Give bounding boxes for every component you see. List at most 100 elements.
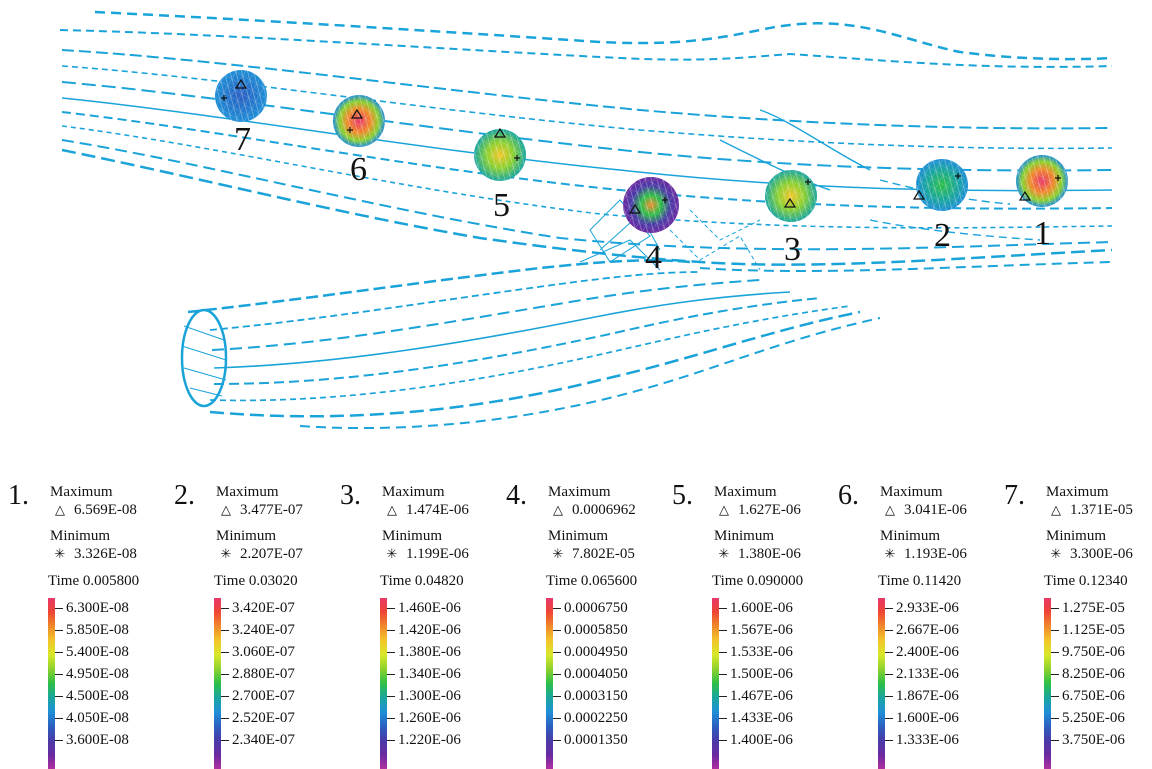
color-bar-tick bbox=[55, 674, 63, 675]
color-bar-tick-label: 4.500E-08 bbox=[66, 688, 129, 704]
legend-panel-2: 2. Maximum △ 3.477E-07 Minimum ✳ 2.207E-07 Time… bbox=[174, 470, 338, 769]
maximum-value: 0.0006962 bbox=[572, 502, 636, 518]
color-bar bbox=[1044, 598, 1051, 769]
color-bar-tick-label: 1.500E-06 bbox=[730, 666, 793, 682]
legend-panel-5: 5. Maximum △ 1.627E-06 Minimum ✳ 1.380E-06 Time… bbox=[672, 470, 836, 769]
triangle-icon: △ bbox=[221, 503, 231, 518]
triangle-icon: △ bbox=[719, 503, 729, 518]
time-label: Time 0.03020 bbox=[214, 573, 298, 589]
color-bar-tick-label: 1.467E-06 bbox=[730, 688, 793, 704]
color-bar-tick bbox=[55, 718, 63, 719]
color-bar-tick-label: 5.850E-08 bbox=[66, 622, 129, 638]
color-bar-tick-label: 2.340E-07 bbox=[232, 732, 295, 748]
color-bar-tick-label: 1.333E-06 bbox=[896, 732, 959, 748]
cell-2: 2 bbox=[916, 159, 968, 254]
color-bar-tick bbox=[885, 608, 893, 609]
color-bar-tick-label: 1.533E-06 bbox=[730, 644, 793, 660]
color-bar-tick-label: 2.133E-06 bbox=[896, 666, 959, 682]
color-bar-tick bbox=[221, 674, 229, 675]
color-bar-tick-label: 3.750E-06 bbox=[1062, 732, 1125, 748]
color-bar-tick bbox=[553, 696, 561, 697]
color-bar-tick bbox=[719, 630, 727, 631]
color-bar-tick-label: 1.867E-06 bbox=[896, 688, 959, 704]
panel-number: 4. bbox=[506, 480, 527, 511]
asterisk-icon: ✳ bbox=[54, 547, 66, 562]
color-bar-tick bbox=[221, 740, 229, 741]
color-bar-tick-label: 5.400E-08 bbox=[66, 644, 129, 660]
color-bar bbox=[546, 598, 553, 769]
color-bar-tick-label: 1.433E-06 bbox=[730, 710, 793, 726]
color-bar-tick-label: 1.420E-06 bbox=[398, 622, 461, 638]
minimum-value: 3.300E-06 bbox=[1070, 546, 1133, 562]
panel-number: 6. bbox=[838, 480, 859, 511]
legend-panel-6: 6. Maximum △ 3.041E-06 Minimum ✳ 1.193E-06 Time… bbox=[838, 470, 1002, 769]
minimum-row: ✳ 7.802E-05 bbox=[548, 546, 635, 563]
color-bar-tick bbox=[885, 696, 893, 697]
color-bar-tick-label: 1.220E-06 bbox=[398, 732, 461, 748]
color-bar-tick bbox=[387, 696, 395, 697]
legend-panel-1: 1. Maximum △ 6.569E-08 Minimum ✳ 3.326E-08 Time… bbox=[8, 470, 172, 769]
minimum-row: ✳ 1.193E-06 bbox=[880, 546, 967, 563]
color-bar-tick bbox=[719, 608, 727, 609]
cell-label-6: 6 bbox=[350, 151, 367, 188]
asterisk-icon: ✳ bbox=[386, 547, 398, 562]
maximum-label: Maximum bbox=[880, 484, 943, 500]
color-bar-tick bbox=[1051, 630, 1059, 631]
color-bar bbox=[48, 598, 55, 769]
color-bar-tick-label: 9.750E-06 bbox=[1062, 644, 1125, 660]
color-bar-tick-label: 1.260E-06 bbox=[398, 710, 461, 726]
color-bar-tick bbox=[553, 674, 561, 675]
color-bar-tick-label: 0.0005850 bbox=[564, 622, 628, 638]
color-bar-tick-label: 3.240E-07 bbox=[232, 622, 295, 638]
maximum-row: △ 1.627E-06 bbox=[714, 502, 801, 519]
panel-number: 3. bbox=[340, 480, 361, 511]
minimum-row: ✳ 3.300E-06 bbox=[1046, 546, 1133, 563]
color-bar-tick-label: 1.600E-06 bbox=[730, 600, 793, 616]
minimum-row: ✳ 1.199E-06 bbox=[382, 546, 469, 563]
minimum-label: Minimum bbox=[50, 528, 111, 544]
color-bar-tick-label: 3.420E-07 bbox=[232, 600, 295, 616]
color-bar-tick bbox=[885, 630, 893, 631]
asterisk-icon: ✳ bbox=[1050, 547, 1062, 562]
asterisk-icon: ✳ bbox=[552, 547, 564, 562]
color-bar-tick-label: 1.380E-06 bbox=[398, 644, 461, 660]
panel-number: 2. bbox=[174, 480, 195, 511]
time-label: Time 0.04820 bbox=[380, 573, 464, 589]
color-bar-tick-label: 5.250E-06 bbox=[1062, 710, 1125, 726]
cell-4: 4 bbox=[623, 177, 679, 276]
color-bar-tick-label: 3.060E-07 bbox=[232, 644, 295, 660]
color-bar-tick-label: 6.750E-06 bbox=[1062, 688, 1125, 704]
maximum-row: △ 3.477E-07 bbox=[216, 502, 303, 519]
color-bar-tick bbox=[719, 674, 727, 675]
color-bar-tick-label: 1.400E-06 bbox=[730, 732, 793, 748]
color-bar-tick bbox=[387, 608, 395, 609]
color-bar-tick bbox=[387, 718, 395, 719]
cell-label-7: 7 bbox=[234, 121, 251, 158]
color-bar-tick bbox=[553, 608, 561, 609]
color-bar-tick bbox=[55, 630, 63, 631]
triangle-icon: △ bbox=[55, 503, 65, 518]
maximum-label: Maximum bbox=[382, 484, 445, 500]
color-bar-tick bbox=[1051, 608, 1059, 609]
color-bar-tick-label: 0.0004050 bbox=[564, 666, 628, 682]
legend-panel-3: 3. Maximum △ 1.474E-06 Minimum ✳ 1.199E-06 Time… bbox=[340, 470, 504, 769]
asterisk-icon: ✳ bbox=[220, 547, 232, 562]
triangle-icon: △ bbox=[1051, 503, 1061, 518]
triangle-icon: △ bbox=[387, 503, 397, 518]
color-bar-tick-label: 4.050E-08 bbox=[66, 710, 129, 726]
minimum-label: Minimum bbox=[548, 528, 609, 544]
maximum-row: △ 0.0006962 bbox=[548, 502, 636, 519]
color-bar-tick-label: 3.600E-08 bbox=[66, 732, 129, 748]
color-bar-tick bbox=[1051, 718, 1059, 719]
color-bar-tick-label: 2.933E-06 bbox=[896, 600, 959, 616]
color-bar-tick bbox=[221, 608, 229, 609]
cell-label-3: 3 bbox=[784, 231, 801, 268]
time-label: Time 0.065600 bbox=[546, 573, 638, 589]
maximum-row: △ 1.474E-06 bbox=[382, 502, 469, 519]
cell-label-1: 1 bbox=[1034, 215, 1051, 252]
maximum-row: △ 6.569E-08 bbox=[50, 502, 137, 519]
maximum-label: Maximum bbox=[216, 484, 279, 500]
maximum-label: Maximum bbox=[714, 484, 777, 500]
minimum-value: 1.199E-06 bbox=[406, 546, 469, 562]
streamlines bbox=[59, 10, 1113, 430]
